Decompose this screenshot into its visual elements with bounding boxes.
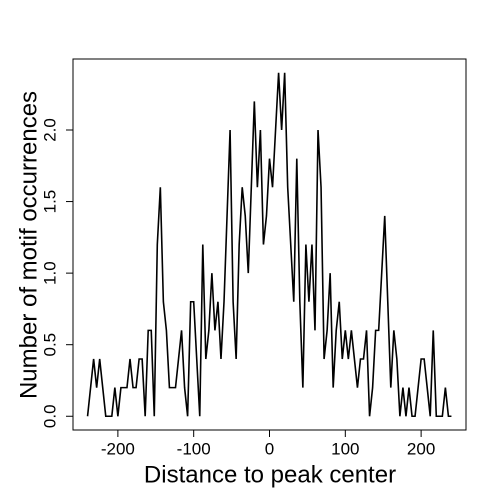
x-tick-label: 100 xyxy=(331,439,359,458)
y-tick-label: 1.0 xyxy=(40,261,59,285)
y-tick-label: 1.5 xyxy=(40,190,59,214)
x-tick-label: -200 xyxy=(101,439,135,458)
y-tick-label: 0.0 xyxy=(40,404,59,428)
y-tick-label: 0.5 xyxy=(40,333,59,357)
y-axis-label: Number of motif occurrences xyxy=(15,91,42,399)
data-line xyxy=(86,72,452,418)
x-axis-label: Distance to peak center xyxy=(144,461,396,488)
x-tick-label: 0 xyxy=(265,439,274,458)
x-tick-label: 200 xyxy=(407,439,435,458)
x-tick-label: -100 xyxy=(177,439,211,458)
y-tick-label: 2.0 xyxy=(40,118,59,142)
